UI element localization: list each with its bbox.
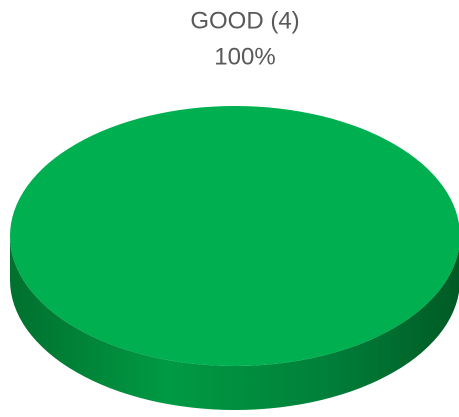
pie-plot (10, 106, 459, 410)
slice-value-label: 100% (214, 43, 275, 70)
slice-side (10, 236, 459, 410)
slice-category-label: GOOD (4) (190, 7, 299, 34)
slice (10, 106, 459, 366)
